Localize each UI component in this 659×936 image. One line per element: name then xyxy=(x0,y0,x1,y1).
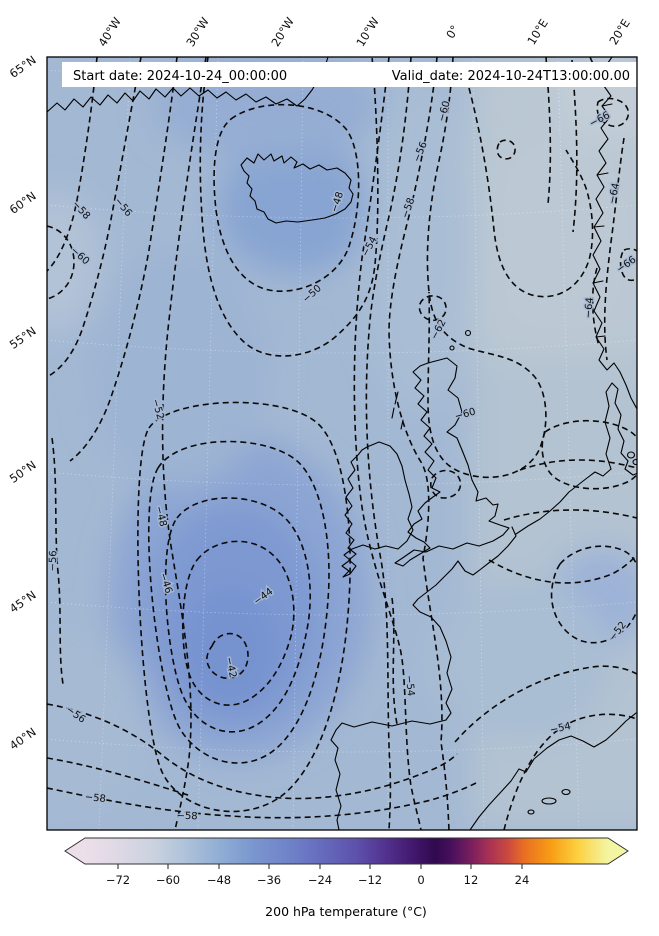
great-britain-coast xyxy=(394,357,510,567)
colorbar: −72 −60 −48 −36 −24 −12 0 12 24 200 hPa temperat… xyxy=(64,837,629,919)
start-date-text: Start date: 2024-10-24_00:00:00 xyxy=(73,69,287,84)
iberia-coast xyxy=(330,719,447,830)
contour-label: −64 xyxy=(583,297,596,319)
colorbar-tick-label: −48 xyxy=(207,873,231,887)
temperature-contours xyxy=(47,57,637,830)
top-axis-label: 40°W xyxy=(95,15,124,49)
top-axis-label: 10°E xyxy=(524,16,551,47)
colorbar-tick-label: 24 xyxy=(515,873,530,887)
top-axis-label: 10°W xyxy=(353,15,382,49)
left-axis-label: 50°N xyxy=(7,458,39,486)
top-axis-label: 20°E xyxy=(606,16,633,47)
coastlines xyxy=(47,57,637,830)
colorbar-ticks: −72 −60 −48 −36 −24 −12 0 12 24 xyxy=(106,864,529,887)
left-axis-labels: 65°N 60°N 55°N 50°N 45°N 40°N xyxy=(7,53,39,753)
danish-island-1 xyxy=(626,451,636,459)
colorbar-gradient xyxy=(64,837,629,865)
temperature-field-shading xyxy=(47,57,637,830)
map-border xyxy=(46,56,638,831)
contour-label: −58 xyxy=(176,811,197,823)
contour-label: −58 xyxy=(84,792,106,805)
header-bar: Start date: 2024-10-24_00:00:00 Valid_da… xyxy=(62,62,637,87)
iceland-coast xyxy=(240,153,354,224)
colorbar-tick-label: 12 xyxy=(464,873,479,887)
top-axis-label: 30°W xyxy=(183,15,212,49)
top-axis-label: 0° xyxy=(443,23,462,42)
left-axis-label: 60°N xyxy=(7,189,39,217)
colorbar-tick-label: −12 xyxy=(358,873,382,887)
danish-island-2 xyxy=(632,458,637,466)
left-axis-label: 45°N xyxy=(7,588,39,616)
left-axis-label: 55°N xyxy=(7,324,39,352)
contour-label: −54 xyxy=(403,675,416,697)
france-coast xyxy=(412,526,517,721)
shetland-island xyxy=(464,329,472,337)
valid-date-text: Valid_date: 2024-10-24T13:00:00.00 xyxy=(392,69,630,84)
fjord-details xyxy=(592,103,613,338)
colorbar-tick-label: −36 xyxy=(257,873,281,887)
balearic-island-1 xyxy=(541,797,557,805)
greenland-coast xyxy=(47,57,329,113)
low-countries-coast xyxy=(515,468,612,535)
left-axis-label: 40°N xyxy=(7,725,39,753)
colorbar-tick-label: −60 xyxy=(156,873,180,887)
balearic-island-3 xyxy=(527,809,535,815)
colorbar-tick-label: −72 xyxy=(106,873,130,887)
norway-coast xyxy=(592,57,637,410)
colorbar-tick-label: 0 xyxy=(417,873,424,887)
ireland-coast xyxy=(341,441,414,578)
top-axis-label: 20°W xyxy=(268,15,297,49)
colorbar-tick-label: −24 xyxy=(308,873,332,887)
mediterranean-coast xyxy=(469,712,637,830)
colorbar-title: 200 hPa temperature (°C) xyxy=(265,904,427,919)
map-panel: −58 −56−60−48−50−54−56−58−60−62−60−66−64−… xyxy=(47,57,637,830)
contour-label: −56 xyxy=(48,550,60,571)
orkney-island xyxy=(449,345,455,351)
balearic-island-2 xyxy=(561,788,571,796)
graticule xyxy=(47,57,637,830)
top-axis-labels: 40°W 30°W 20°W 10°W 0° 10°E 20°E xyxy=(95,15,633,49)
left-axis-label: 65°N xyxy=(7,53,39,81)
